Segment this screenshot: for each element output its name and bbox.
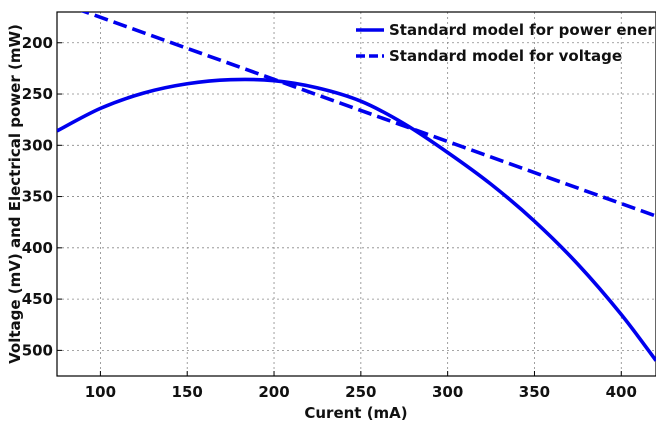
y-tick-label: 500: [22, 341, 53, 359]
series-layer: [57, 12, 656, 362]
y-tick-label: 300: [22, 136, 53, 154]
y-tick-label: 250: [22, 85, 53, 103]
x-tick-label: 150: [172, 383, 203, 401]
y-tick-labels: 200 250 300 350 400 450 500: [22, 34, 62, 359]
x-tick-label: 100: [85, 383, 116, 401]
plot-frame: [56, 11, 656, 377]
legend: Standard model for power energy Standard …: [356, 21, 656, 65]
series-line-voltage: [80, 12, 656, 218]
legend-label: Standard model for power energy: [389, 21, 656, 39]
y-axis-title: Voltage (mV) and Electrical power (mW): [6, 24, 24, 364]
y-tick-label: 350: [22, 188, 53, 206]
x-tick-label: 350: [519, 383, 550, 401]
series-line-power-energy: [57, 77, 656, 362]
y-tick-label: 400: [22, 239, 53, 257]
grid: [57, 12, 656, 376]
x-axis-title: Curent (mA): [304, 404, 407, 422]
x-tick-label: 400: [606, 383, 637, 401]
x-tick-label: 300: [432, 383, 463, 401]
y-tick-label: 450: [22, 290, 53, 308]
y-tick-label: 200: [22, 34, 53, 52]
legend-label: Standard model for voltage: [389, 47, 622, 65]
x-tick-label: 250: [345, 383, 376, 401]
x-tick-label: 200: [258, 383, 289, 401]
x-tick-labels: 100 150 200 250 300 350 400: [85, 371, 637, 401]
